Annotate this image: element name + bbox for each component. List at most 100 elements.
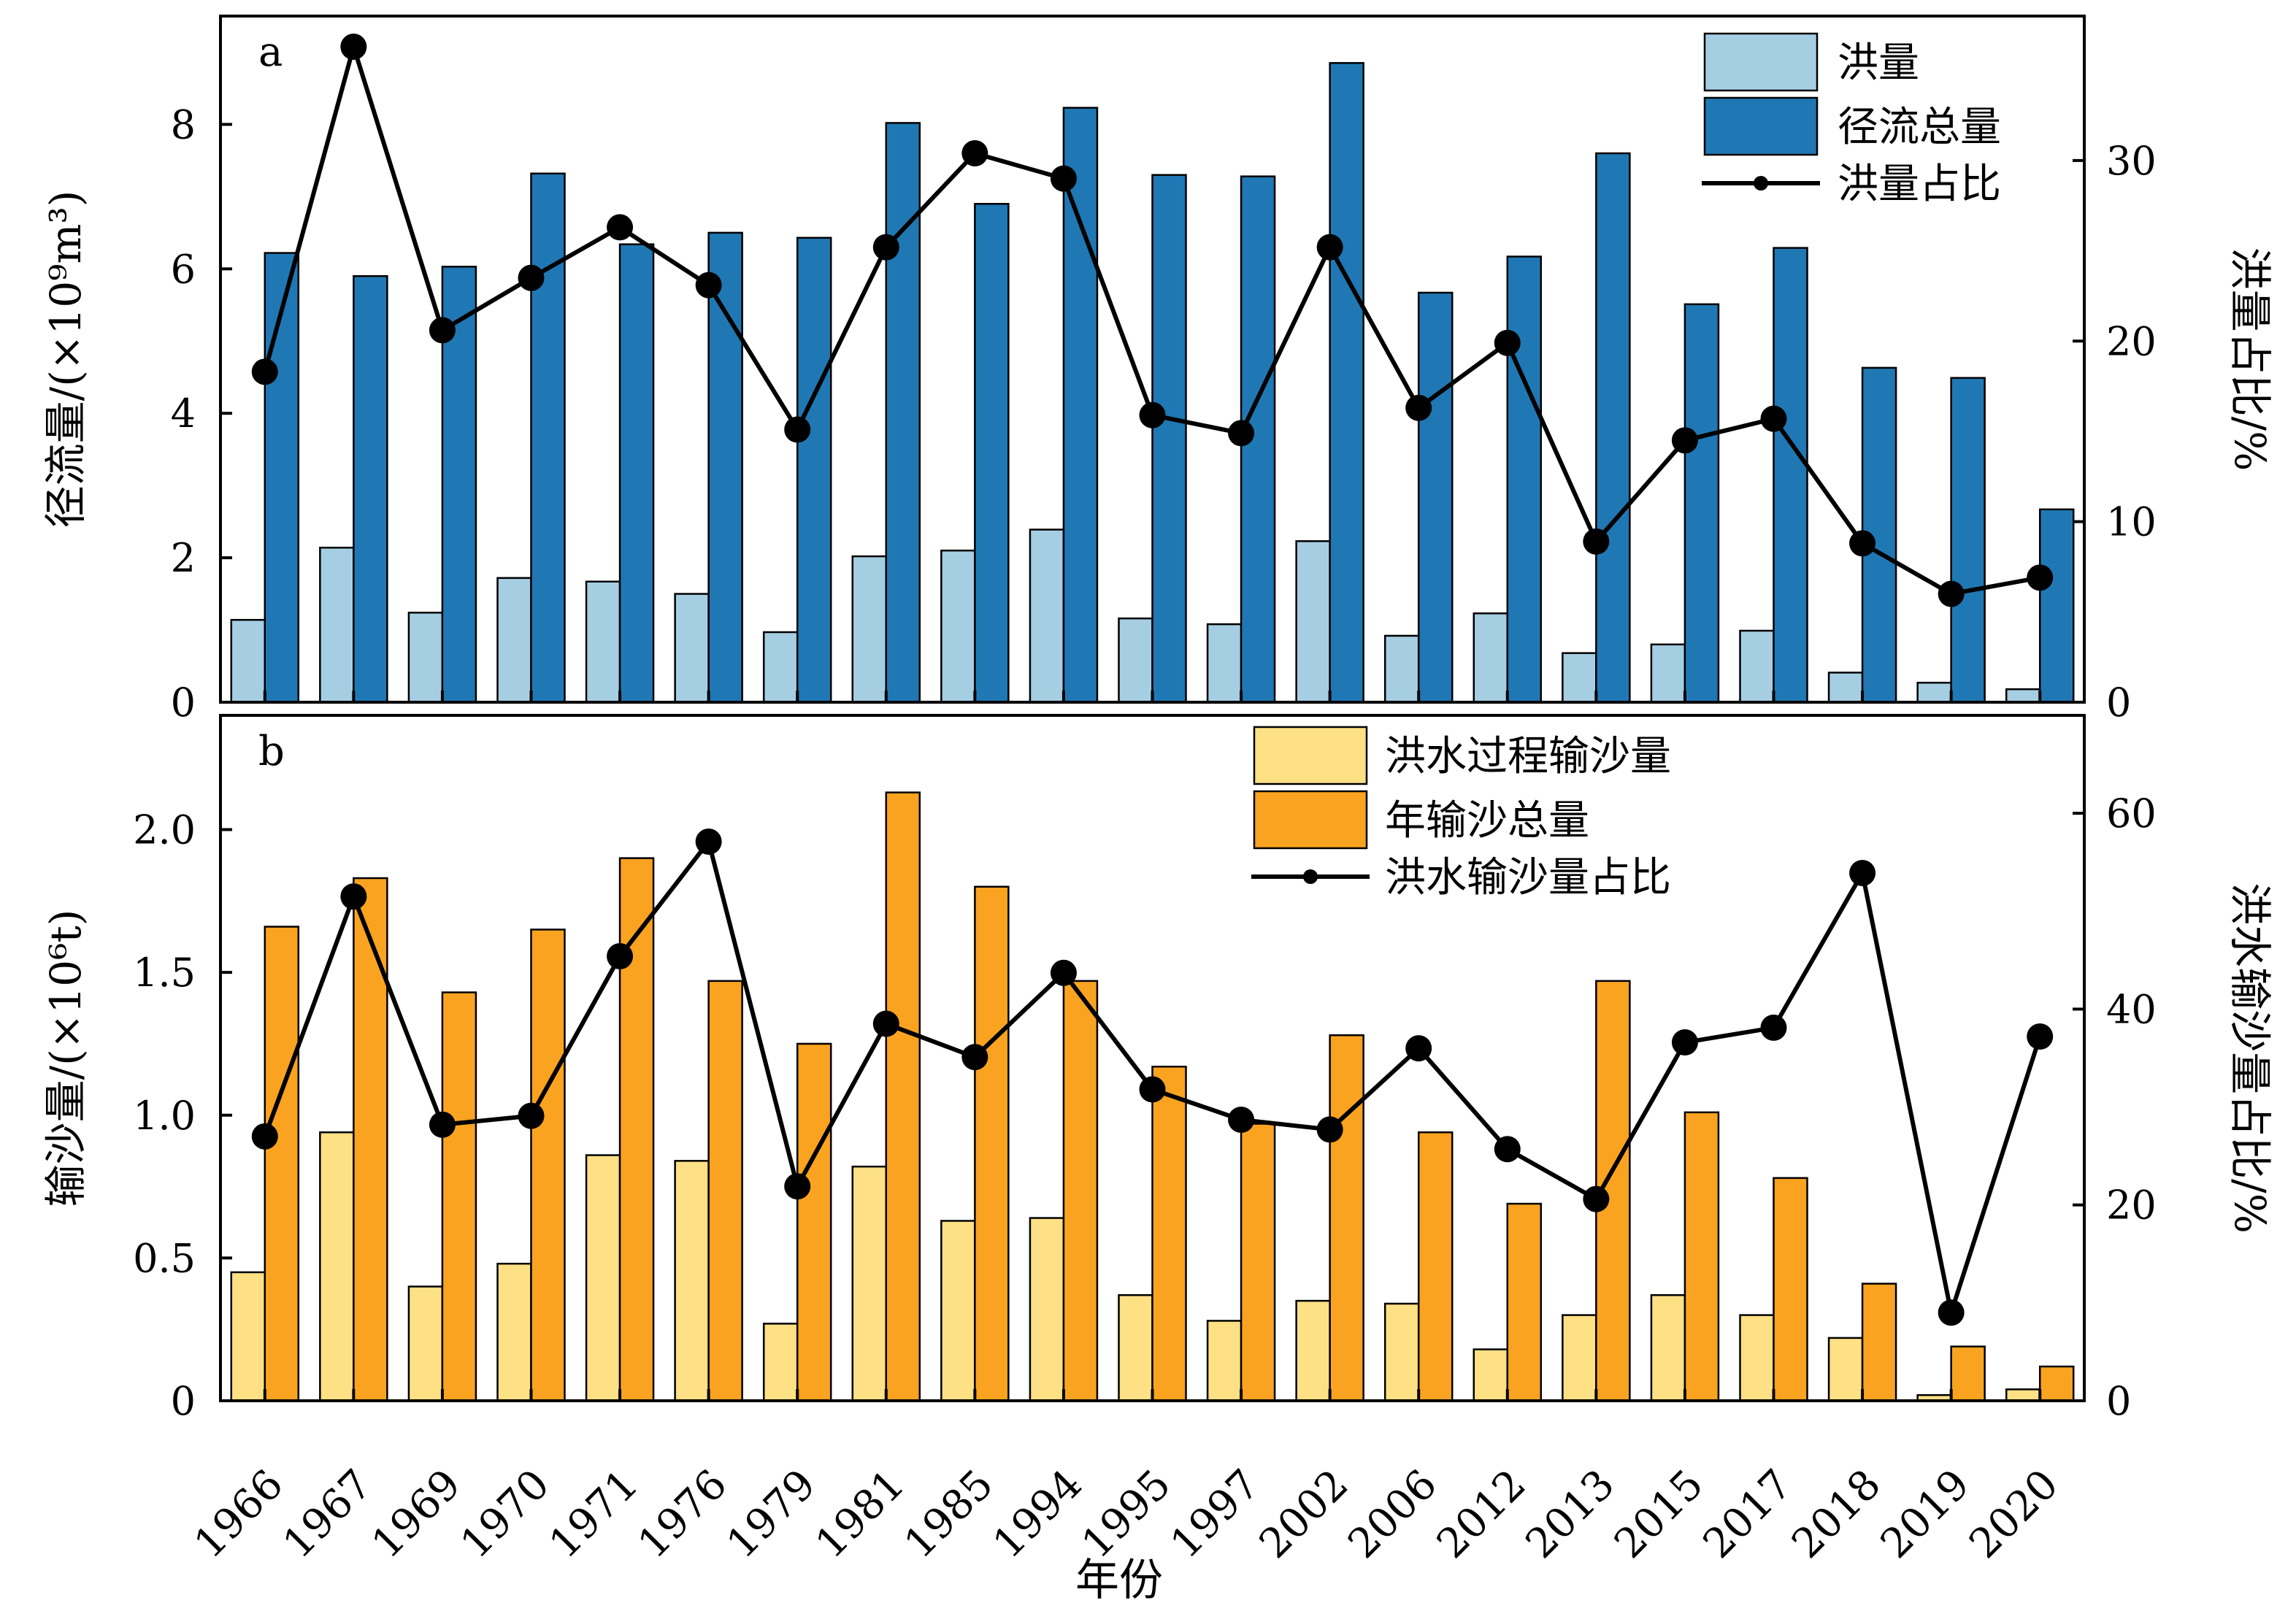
y-axis-title-left: 输沙量/(×10⁶t) (41, 910, 91, 1207)
bar (264, 252, 300, 704)
bar (1739, 629, 1775, 704)
bar (1206, 1320, 1243, 1402)
line-point (961, 1044, 988, 1071)
bar (674, 593, 710, 704)
bar (1062, 980, 1099, 1402)
x-tick-label: 2019 (1872, 1461, 1979, 1568)
bar (441, 991, 477, 1402)
bar (2005, 688, 2041, 704)
line-point (872, 1010, 899, 1037)
line-point (607, 942, 634, 969)
line-point (695, 828, 722, 856)
bar (1383, 634, 1420, 704)
line-point (1671, 1029, 1698, 1056)
line-point (1228, 420, 1255, 447)
bar (530, 928, 566, 1402)
left-tick-label: 4 (171, 391, 196, 437)
left-tick-label: 0 (171, 680, 196, 726)
legend-marker (1754, 176, 1768, 191)
legend-label: 径流总量 (1838, 104, 2001, 151)
bar (885, 791, 921, 1402)
right-tick-label: 20 (2106, 318, 2157, 364)
bar (1683, 303, 1720, 704)
bar (618, 857, 655, 1402)
bar (230, 618, 266, 704)
bar (1916, 682, 1952, 704)
bar (1473, 612, 1509, 704)
bar (1295, 540, 1331, 704)
line-point (1316, 234, 1343, 261)
line-point (429, 1111, 456, 1138)
line-point (872, 234, 899, 261)
bar (1562, 1314, 1597, 1402)
bar (762, 1323, 799, 1402)
line-point (1139, 401, 1166, 428)
line-point (518, 1102, 545, 1129)
bar (1062, 107, 1099, 704)
bar (264, 926, 300, 1402)
x-tick-label: 1981 (807, 1461, 914, 1568)
bar (974, 885, 1010, 1402)
bar (1473, 1348, 1509, 1402)
x-tick-label: 2017 (1694, 1461, 1802, 1568)
bar (1827, 1337, 1864, 1402)
x-tick-label: 1979 (718, 1461, 825, 1568)
bar (1861, 1283, 1897, 1402)
x-tick-label: 1997 (1162, 1461, 1269, 1568)
left-tick-label: 8 (171, 101, 196, 147)
left-tick-label: 2.0 (133, 807, 196, 853)
bar (1827, 672, 1864, 704)
bar (1118, 1293, 1153, 1402)
bar (1650, 1293, 1686, 1402)
line-point (784, 416, 811, 443)
x-tick-label: 2020 (1960, 1461, 2067, 1568)
left-tick-label: 0.5 (133, 1235, 196, 1281)
bar (2038, 508, 2075, 704)
bar (530, 172, 566, 704)
x-tick-label: 1976 (629, 1461, 737, 1568)
bar (1029, 528, 1065, 704)
line-point (1671, 427, 1698, 454)
line-point (1849, 859, 1876, 886)
line-point (2027, 564, 2054, 591)
bar (1151, 174, 1187, 704)
legend-swatch (1253, 790, 1368, 850)
bar (1650, 643, 1686, 704)
bar (1417, 1131, 1454, 1402)
bar (1151, 1065, 1187, 1402)
legend-label: 洪水过程输沙量 (1385, 733, 1671, 780)
bar (940, 1220, 976, 1402)
bar (851, 555, 888, 704)
bar (940, 549, 976, 704)
left-tick-label: 0 (171, 1378, 196, 1424)
bar (353, 274, 388, 704)
line-point (1583, 1185, 1610, 1212)
x-tick-label: 1969 (363, 1461, 470, 1568)
x-tick-label: 1994 (984, 1461, 1091, 1568)
bar (1383, 1302, 1420, 1402)
line-point (1050, 959, 1077, 986)
panel-label: a (258, 28, 283, 76)
line-point (1938, 1299, 1965, 1326)
bar (585, 1154, 621, 1402)
y-axis-title-right: 洪量占比/% (2225, 247, 2275, 472)
legend-label: 洪量 (1838, 39, 1919, 87)
bar (319, 1131, 355, 1402)
bar (1950, 377, 1986, 704)
bar (1773, 247, 1808, 704)
x-tick-label: 1966 (185, 1461, 293, 1568)
bar (1950, 1345, 1986, 1402)
bar (1206, 623, 1243, 704)
bar (2005, 1388, 2041, 1402)
bar (353, 877, 388, 1402)
x-tick-label: 1971 (540, 1461, 648, 1568)
bar (585, 580, 621, 704)
x-tick-label: 2012 (1428, 1461, 1535, 1568)
bar (407, 612, 444, 704)
bar (885, 122, 921, 704)
bar (707, 231, 743, 704)
x-tick-label: 1967 (274, 1461, 382, 1568)
bar (1595, 152, 1631, 704)
